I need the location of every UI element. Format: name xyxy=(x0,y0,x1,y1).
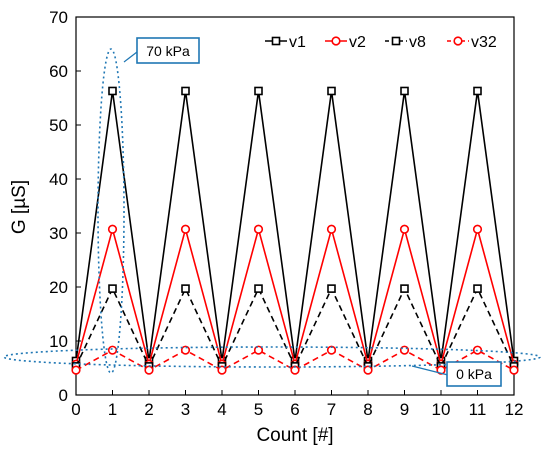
x-axis-title: Count [#] xyxy=(256,425,333,446)
data-point-v2 xyxy=(326,224,337,234)
leader-0kpa xyxy=(411,365,449,376)
data-point-v8 xyxy=(327,284,336,293)
x-tick-label: 10 xyxy=(432,400,451,419)
series-line-v1 xyxy=(75,90,515,362)
x-tick-label: 3 xyxy=(181,400,190,419)
data-point-v32 xyxy=(144,365,154,375)
y-tick-label: 20 xyxy=(49,278,68,297)
legend-label-v32: v32 xyxy=(471,34,497,51)
data-point-v8 xyxy=(473,284,482,293)
data-point-v32 xyxy=(217,365,227,375)
legend-label-v8: v8 xyxy=(409,34,426,51)
data-point-v32 xyxy=(107,345,118,355)
x-tick-label: 0 xyxy=(71,400,80,419)
legend: v1 v2 v8 v32 xyxy=(265,34,497,51)
ellipse-0kpa xyxy=(3,346,541,368)
series-layer xyxy=(71,86,519,375)
data-point-v2 xyxy=(472,224,483,234)
data-point-v8 xyxy=(254,284,263,293)
legend-item-v32: v32 xyxy=(447,34,497,51)
legend-item-v8: v8 xyxy=(385,34,426,51)
data-point-v32 xyxy=(509,365,519,375)
y-axis-title: G [µS] xyxy=(9,180,30,234)
annotations: 70 kPa 0 kPa xyxy=(3,37,541,387)
annotation-label-70kpa: 70 kPa xyxy=(146,43,190,59)
data-point-v1 xyxy=(400,86,409,96)
data-point-v1 xyxy=(181,86,190,96)
series-v1 xyxy=(71,86,519,366)
annotation-box-0kpa xyxy=(446,361,502,387)
legend-label-v1: v1 xyxy=(289,34,306,51)
x-tick-label: 2 xyxy=(144,400,153,419)
data-point-v1 xyxy=(254,86,263,96)
legend-marker-v2 xyxy=(331,36,341,46)
legend-item-v1: v1 xyxy=(265,34,306,51)
data-point-v2 xyxy=(180,224,191,234)
x-tick-label: 12 xyxy=(505,400,524,419)
data-point-v2 xyxy=(107,224,118,234)
data-point-v2 xyxy=(253,224,264,234)
ellipse-70kpa xyxy=(97,48,125,374)
legend-marker-v32 xyxy=(453,36,463,46)
data-point-v8 xyxy=(108,284,117,293)
series-v32 xyxy=(71,345,519,375)
data-point-v32 xyxy=(253,345,264,355)
leader-70kpa xyxy=(123,51,138,63)
x-tick-label: 7 xyxy=(327,400,336,419)
data-point-v32 xyxy=(436,365,446,375)
annotation-box-70kpa xyxy=(136,37,200,64)
y-tick-label: 10 xyxy=(49,332,68,351)
data-point-v32 xyxy=(180,345,191,355)
x-tick-label: 6 xyxy=(290,400,299,419)
y-tick-label: 0 xyxy=(59,386,68,405)
data-point-v1 xyxy=(108,86,117,96)
x-tick-label: 9 xyxy=(400,400,409,419)
data-point-v32 xyxy=(363,365,373,375)
y-tick-label: 60 xyxy=(49,62,68,81)
legend-marker-v8 xyxy=(391,36,401,46)
series-line-v2 xyxy=(75,226,515,368)
y-tick-label: 30 xyxy=(49,224,68,243)
data-point-v32 xyxy=(326,345,337,355)
data-point-v8 xyxy=(400,284,409,293)
legend-marker-v1 xyxy=(271,36,281,46)
series-line-v8 xyxy=(75,286,515,369)
data-point-v32 xyxy=(71,365,81,375)
data-point-v8 xyxy=(181,284,190,293)
x-tick-label: 5 xyxy=(254,400,263,419)
x-tick-label: 4 xyxy=(217,400,226,419)
x-tick-label: 1 xyxy=(108,400,117,419)
y-tick-label: 70 xyxy=(49,8,68,27)
y-tick-label: 40 xyxy=(49,170,68,189)
y-tick-label: 50 xyxy=(49,116,68,135)
x-tick-label: 11 xyxy=(469,400,487,419)
annotation-label-0kpa: 0 kPa xyxy=(456,366,492,382)
legend-item-v2: v2 xyxy=(325,34,366,51)
data-point-v1 xyxy=(327,86,336,96)
data-point-v1 xyxy=(473,86,482,96)
data-point-v2 xyxy=(399,224,410,234)
legend-label-v2: v2 xyxy=(349,34,366,51)
x-tick-label: 8 xyxy=(363,400,372,419)
